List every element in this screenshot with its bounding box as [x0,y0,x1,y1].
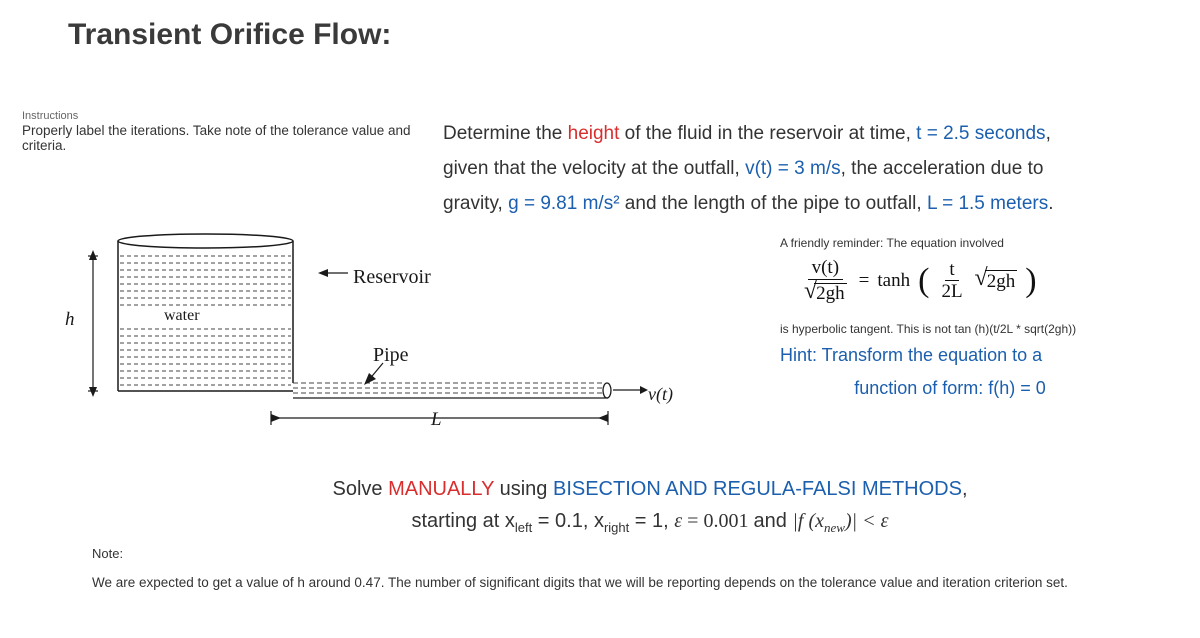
text: using [494,478,553,500]
text: and [753,510,792,532]
reminder-note: A friendly reminder: The equation involv… [780,236,1180,250]
vt-outfall-label: v(t) [648,384,673,405]
text: given that the velocity at the outfall, [443,158,745,179]
text: of the fluid in the reservoir at time, [619,123,916,144]
h-dimension-label: h [65,309,75,331]
solve-instructions: Solve MANUALLY using BISECTION AND REGUL… [240,473,1060,539]
criterion-end: )| < ε [845,510,889,532]
hint-line2: function of form: f(h) = 0 [780,375,1180,402]
epsilon: ε [674,510,682,532]
open-paren: ( [918,267,929,294]
instructions-block: Instructions Properly label the iteratio… [22,110,422,153]
methods-text: BISECTION AND REGULA-FALSI METHODS [553,478,962,500]
l-dimension-label: L [431,409,442,431]
numerator-vt: v(t) [808,258,843,280]
equation-reminder: A friendly reminder: The equation involv… [780,236,1180,402]
text: Determine the [443,123,568,144]
note-label: Note: [92,546,1142,561]
problem-statement: Determine the height of the fluid in the… [443,116,1178,221]
text: . [1048,193,1053,214]
fraction-right: t 2L [937,260,966,303]
value-g: g = 9.81 m/s² [508,193,619,214]
text: , [1046,123,1051,144]
denominator-sqrt2gh: √2gh [800,280,851,304]
value-vt: v(t) = 3 m/s [745,158,841,179]
numerator-t: t [945,260,958,282]
text: = 0.1, x [532,510,604,532]
text: = 0.001 [682,510,753,532]
instructions-label: Instructions [22,110,422,122]
tanh-text: tanh [877,270,910,292]
sqrt-2gh-right: √2gh [975,268,1018,293]
criterion-expr: |f (x [792,510,824,532]
text: = 1, [629,510,674,532]
footer-note: Note: We are expected to get a value of … [92,546,1142,590]
reservoir-diagram: Reservoir Pipe h water L v(t) [78,236,698,436]
note-text: We are expected to get a value of h arou… [92,575,1142,590]
sub-left: left [515,520,532,535]
text: and the length of the pipe to outfall, [620,193,927,214]
sub-new: new [824,520,845,535]
hint-line1: Hint: Transform the equation to a [780,342,1180,369]
water-label: water [164,307,200,325]
page-title: Transient Orifice Flow: [68,18,1200,52]
denominator-2l: 2L [937,281,966,302]
close-paren: ) [1025,267,1036,294]
text: , [962,478,968,500]
sub-right: right [604,520,629,535]
value-l: L = 1.5 meters [927,193,1048,214]
fraction-left: v(t) √2gh [800,258,851,304]
instructions-text: Properly label the iterations. Take note… [22,123,422,153]
text: Solve [332,478,388,500]
text: , the acceleration due to [841,158,1044,179]
highlight-height: height [568,123,620,144]
tanh-clarification: is hyperbolic tangent. This is not tan (… [780,322,1180,336]
reservoir-label: Reservoir [353,266,431,289]
pipe-label: Pipe [373,344,409,367]
manually-word: MANUALLY [388,478,494,500]
equals-sign: = [859,270,870,292]
governing-equation: v(t) √2gh = tanh ( t 2L √2gh ) [780,258,1180,304]
text: starting at x [412,510,515,532]
text: gravity, [443,193,508,214]
value-t: t = 2.5 seconds [916,123,1045,144]
